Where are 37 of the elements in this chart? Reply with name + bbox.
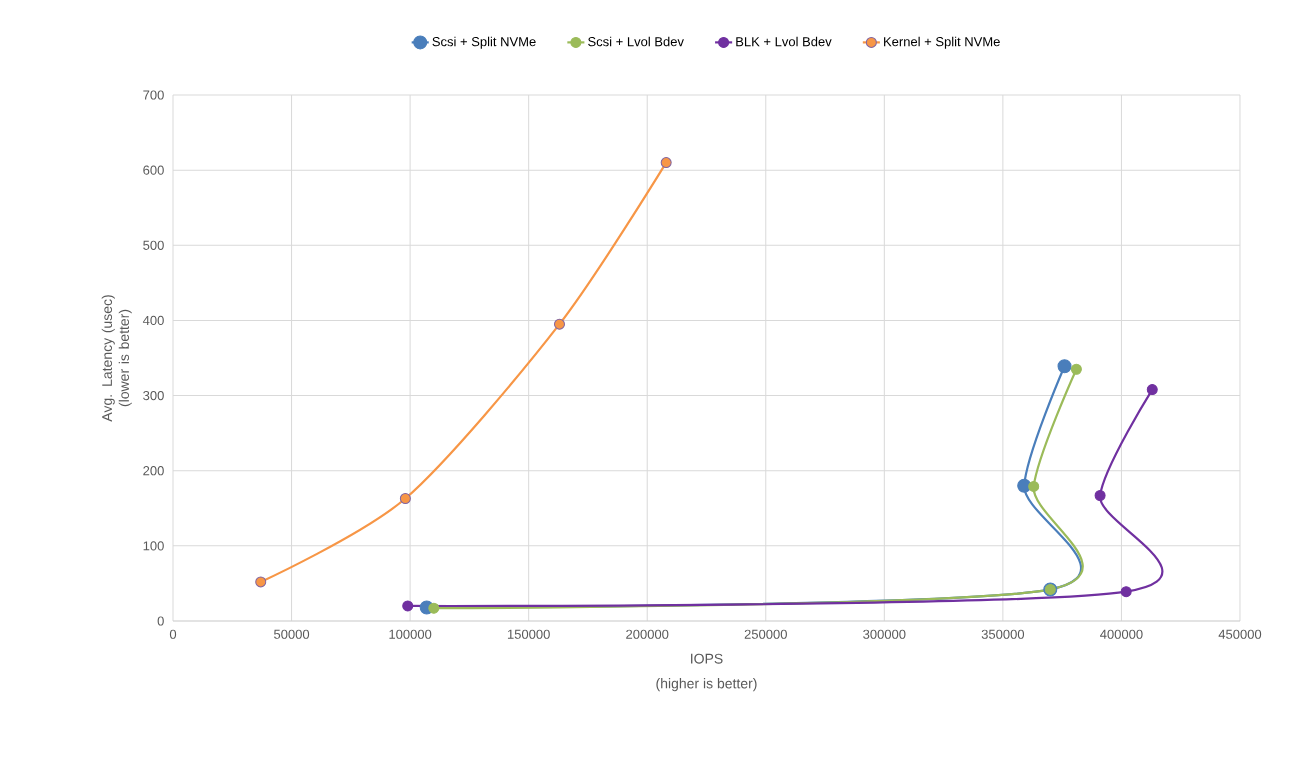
x-tick-label: 150000 [507,629,550,639]
legend-label: Scsi + Split NVMe [432,36,536,49]
point [660,157,672,169]
point [1028,480,1040,492]
x-tick-label: 0 [169,629,177,639]
x-tick-label: 400000 [1100,629,1143,639]
y-tick-label: 500 [143,240,164,250]
point [428,602,440,614]
x-tick-label: 300000 [863,629,906,639]
y-tick-label: 400 [142,315,164,326]
x-tick-label: 50000 [274,629,310,639]
x-tick-label: 200000 [626,629,669,639]
legend-label: Kernel + Split NVMe [884,36,1000,49]
y-axis-title: Avg. Latency (usec) (lower is better) [101,295,132,422]
x-axis-title: IOPS [691,653,723,664]
point [402,600,414,612]
point [553,318,565,330]
legend-label: Scsi + Lvol Bdev [588,36,684,47]
y-tick-label: 0 [157,616,164,626]
point [1094,490,1106,501]
x-tick-label: 100000 [389,629,432,639]
text: (higher is better) [656,678,757,692]
x-tick-label: 250000 [744,629,787,639]
point [255,576,267,588]
x-tick-label: 350000 [981,629,1025,639]
point [1070,363,1082,375]
y-tick-label: 200 [143,466,164,476]
y-tick-label: 700 [143,90,164,100]
point [1146,384,1158,396]
y-tick-label: 300 [143,390,164,401]
y-tick-label: 600 [143,165,164,175]
y-tick-label: 100 [143,541,164,551]
point [1057,359,1072,374]
legend-label: BLK + Lvol Bdev [736,36,832,47]
x-tick-label: 450000 [1218,629,1262,639]
point [399,493,411,505]
point [1120,586,1132,598]
